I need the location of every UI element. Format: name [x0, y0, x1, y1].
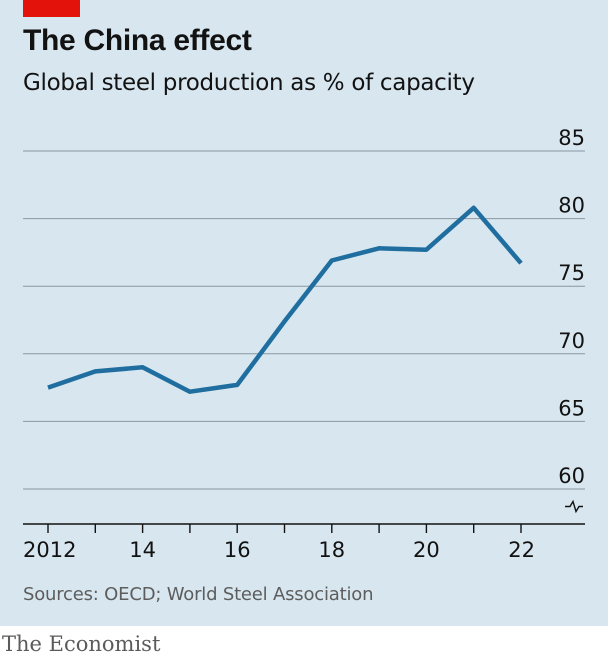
axis-break-icon — [565, 499, 583, 514]
line-chart: 60 65 70 75 80 85 2012 14 16 18 20 22 — [23, 126, 585, 562]
chart-panel: The China effect Global steel production… — [0, 0, 608, 626]
y-tick-label-75: 75 — [558, 261, 585, 285]
publisher-logo: The Economist — [2, 632, 161, 656]
y-tick-label-80: 80 — [558, 194, 585, 218]
x-tick-label-2014: 14 — [129, 538, 156, 562]
x-tick-label-2012: 2012 — [23, 538, 76, 562]
chart-subtitle: Global steel production as % of capacity — [23, 70, 475, 96]
series-line-0 — [47, 205, 523, 394]
y-tick-label-85: 85 — [558, 126, 585, 150]
x-tick-label-2022: 22 — [508, 538, 535, 562]
x-tick-label-2020: 20 — [413, 538, 440, 562]
y-tick-label-65: 65 — [558, 396, 585, 420]
x-tick-label-2016: 16 — [224, 538, 251, 562]
brand-red-tag — [23, 0, 80, 17]
y-tick-label-60: 60 — [558, 464, 585, 488]
chart-title: The China effect — [23, 24, 252, 57]
y-tick-label-70: 70 — [558, 329, 585, 353]
x-tick-label-2018: 18 — [318, 538, 345, 562]
chart-source: Sources: OECD; World Steel Association — [23, 584, 374, 605]
